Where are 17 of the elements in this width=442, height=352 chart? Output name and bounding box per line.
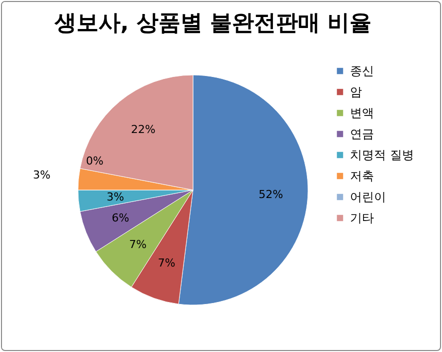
legend-label: 치명적 질병	[350, 148, 414, 162]
legend-label: 어린이	[350, 190, 386, 204]
data-label: 6%	[112, 212, 130, 225]
legend-label: 변액	[350, 106, 374, 120]
chart-title: 생보사, 상품별 불완전판매 비율	[53, 11, 372, 36]
data-label: 7%	[158, 256, 176, 270]
legend-label: 저축	[350, 169, 374, 183]
data-label: 3%	[106, 190, 124, 204]
data-label: 52%	[258, 188, 284, 201]
data-label: 3%	[32, 168, 50, 182]
data-label: 7%	[129, 238, 147, 252]
legend-label: 암	[350, 85, 362, 99]
legend-label: 종신	[350, 64, 374, 78]
legend-label: 연금	[350, 127, 374, 141]
text: 0%	[86, 154, 104, 168]
data-label: 22%	[131, 122, 156, 136]
legend-label: 기타	[350, 211, 374, 225]
